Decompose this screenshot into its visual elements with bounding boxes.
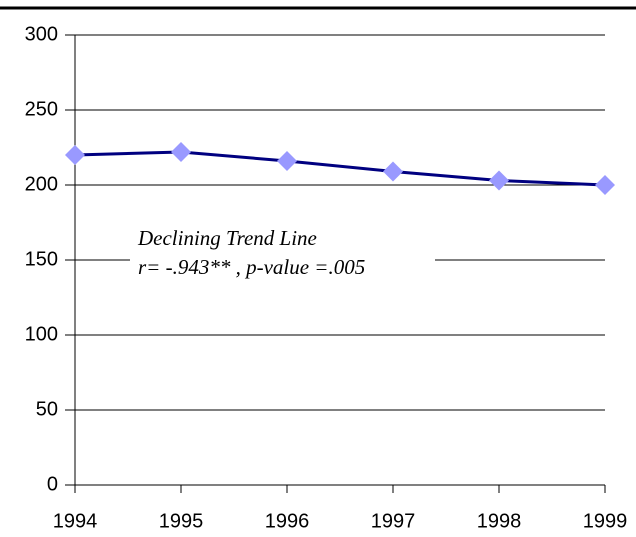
y-tick-label: 50 (36, 398, 58, 420)
marker (595, 175, 615, 195)
x-tick-label: 1996 (265, 510, 310, 532)
marker (277, 151, 297, 171)
y-tick-label: 300 (25, 23, 58, 45)
marker (65, 145, 85, 165)
x-tick-label: 1998 (477, 510, 522, 532)
y-tick-label: 250 (25, 98, 58, 120)
annotation: Declining Trend Line (137, 226, 317, 250)
x-tick-label: 1997 (371, 510, 416, 532)
x-tick-label: 1995 (159, 510, 204, 532)
y-tick-label: 200 (25, 173, 58, 195)
y-tick-label: 100 (25, 323, 58, 345)
x-tick-label: 1994 (53, 510, 98, 532)
annotation-background (130, 224, 435, 284)
y-tick-label: 150 (25, 248, 58, 270)
y-tick-label: 0 (47, 473, 58, 495)
marker (383, 161, 403, 182)
x-tick-label: 1999 (583, 510, 628, 532)
series-line (74, 150, 606, 187)
marker (171, 142, 191, 162)
annotation: r= -.943** , p-value =.005 (138, 255, 365, 279)
marker (489, 170, 509, 191)
